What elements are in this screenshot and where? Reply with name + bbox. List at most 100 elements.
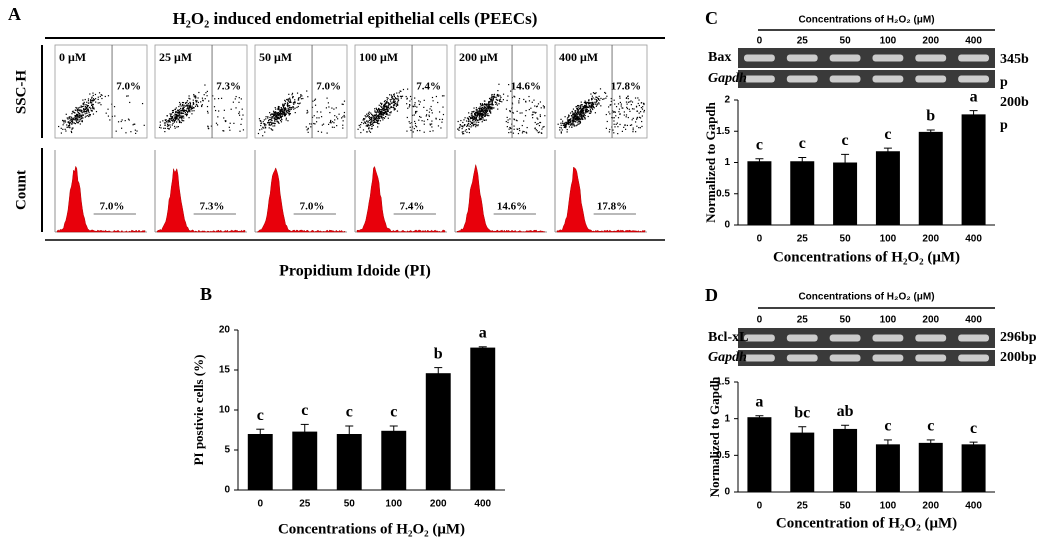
scatter-dot [172,122,174,125]
scatter-dot [80,109,82,111]
scatter-dot [311,106,314,108]
scatter-dot [310,123,313,125]
scatter-dot [407,107,409,109]
scatter-dot [92,99,94,101]
error-bar [798,426,807,439]
scatter-dot [292,96,294,98]
x-tick-label: 50 [344,499,356,510]
scatter-dot [283,109,286,111]
scatter-dot [73,122,75,124]
scatter-dot [363,117,365,120]
scatter-dot [316,117,318,119]
scatter-dot [462,131,464,133]
scatter-dot [167,121,169,123]
scatter-dot [500,96,502,98]
scatter-dot [576,106,578,108]
scatter-dot [70,118,72,120]
scatter-dot [239,130,241,132]
scatter-dot [423,99,425,101]
scatter-dot [483,115,485,117]
scatter-dot [277,108,279,111]
scatter-dot [124,120,126,122]
scatter-dot [288,110,290,113]
scatter-dot [171,116,174,118]
scatter-dot [79,106,81,109]
scatter-dot [377,111,379,113]
scatter-dot [488,115,490,117]
scatter-dot [477,125,479,127]
scatter-dot [473,116,476,118]
scatter-dot [570,115,573,117]
scatter-dot [479,114,481,116]
scatter-dot [628,108,630,110]
scatter-dot [487,107,489,109]
scatter-dot [576,117,578,119]
scatter-dot [431,120,433,122]
scatter-dot [382,108,384,110]
scatter-dot [289,101,291,103]
scatter-dot [525,100,527,102]
scatter-dot [598,97,600,100]
scatter-dot [483,112,485,114]
scatter-dot [599,99,601,101]
scatter-dot [170,114,172,116]
scatter-dot [164,124,166,126]
scatter-dot [370,121,372,123]
scatter-dot [629,110,631,112]
scatter-dot [294,112,296,114]
scatter-dot [379,108,381,111]
scatter-dot [572,117,574,119]
scatter-dot [66,124,68,126]
scatter-dot [580,114,582,116]
scatter-dot [532,111,534,113]
scatter-dot [477,114,479,116]
scatter-dot [461,128,463,130]
scatter-dot [172,109,175,112]
scatter-dot [279,112,282,114]
scatter-dot [278,122,280,124]
scatter-dot [230,108,232,110]
scatter-dot [286,104,289,107]
x-tick-label: 50 [840,501,852,512]
scatter-dot [488,97,491,100]
scatter-dot [84,98,86,101]
scatter-dot [86,108,88,110]
scatter-dot [576,119,578,121]
scatter-dot [585,111,588,113]
scatter-dot [566,123,569,125]
scatter-dot [261,128,263,130]
scatter-dot [475,124,477,127]
scatter-dot [577,113,579,115]
scatter-dot [238,111,241,113]
error-bar [256,428,265,439]
scatter-dot [70,131,73,134]
scatter-dot [473,107,475,109]
scatter-dot [79,120,81,122]
scatter-dot [393,98,395,100]
lane-label: 25 [797,315,809,326]
y-tick-label: 5 [224,445,230,456]
scatter-dot [264,125,266,127]
scatter-dot [532,117,534,119]
scatter-dot [81,116,83,118]
scatter-dot [180,105,182,107]
scatter-dot [580,115,582,117]
gel-band [786,54,818,62]
scatter-dot [512,132,515,134]
scatter-dot [632,117,634,119]
scatter-dot [592,92,595,94]
scatter-dot [89,106,91,108]
scatter-dot [579,118,581,121]
scatter-dot [177,119,179,121]
scatter-dot [181,107,184,109]
scatter-dot [269,119,272,121]
scatter-dot [600,97,602,100]
significance-letter: c [301,402,308,419]
scatter-dot [291,107,293,109]
scatter-dot [74,117,76,119]
scatter-dot [543,107,545,109]
scatter-dot [289,109,291,111]
y-tick-label: 0 [224,485,230,496]
scatter-dot [173,117,176,119]
scatter-dot [617,132,619,135]
